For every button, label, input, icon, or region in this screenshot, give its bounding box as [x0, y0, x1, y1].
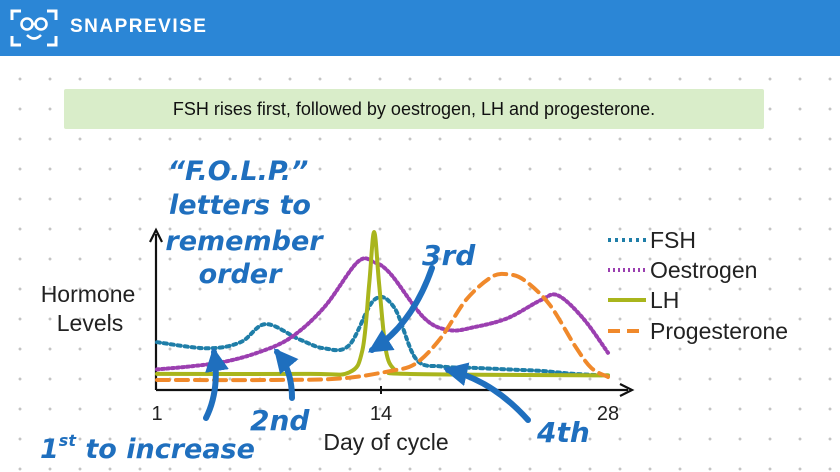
header-bar: SNAPREVISE — [0, 0, 840, 56]
series-layer — [155, 229, 610, 383]
mnemonic-note: “F.O.L.P.” letters to remember order — [165, 156, 324, 290]
brand-name: SNAPREVISE — [70, 16, 208, 37]
legend-label-fsh: FSH — [650, 227, 696, 253]
snaprevise-logo-icon — [10, 9, 58, 47]
first-arrow — [203, 347, 229, 421]
legend-label-progesterone: Progesterone — [650, 318, 788, 344]
fourth-annotation: 4th — [536, 416, 590, 449]
series-line-progesterone — [155, 271, 610, 383]
mnemonic-line: “F.O.L.P.” — [168, 156, 309, 187]
mnemonic-line: letters to — [169, 190, 311, 221]
second-arrow — [273, 348, 299, 401]
mnemonic-line: order — [199, 259, 284, 290]
summary-text: FSH rises first, followed by oestrogen, … — [172, 98, 656, 119]
third-arrow — [367, 265, 435, 353]
y-axis-label-line1: Hormone — [41, 281, 136, 307]
summary-banner: FSH rises first, followed by oestrogen, … — [64, 89, 764, 129]
x-axis-label: Day of cycle — [323, 429, 448, 455]
first-annotation: 1st to increase — [40, 431, 255, 465]
x-tick-label: 28 — [597, 403, 619, 425]
series-line-lh — [155, 229, 610, 378]
y-axis-arrowhead — [149, 227, 163, 243]
legend: FSH Oestrogen LH Progesterone — [608, 227, 788, 344]
legend-label-oestrogen: Oestrogen — [650, 257, 757, 283]
y-axis-label-line2: Levels — [57, 310, 123, 336]
series-line-fsh — [155, 294, 610, 378]
x-tick-label: 14 — [370, 403, 392, 425]
x-tick-label: 1 — [151, 403, 162, 425]
x-axis-arrowhead — [619, 383, 635, 397]
fourth-arrow — [443, 362, 531, 423]
series-line-oestrogen — [155, 256, 610, 372]
mnemonic-line: remember — [165, 226, 324, 257]
second-annotation: 2nd — [250, 404, 310, 437]
legend-label-lh: LH — [650, 287, 679, 313]
